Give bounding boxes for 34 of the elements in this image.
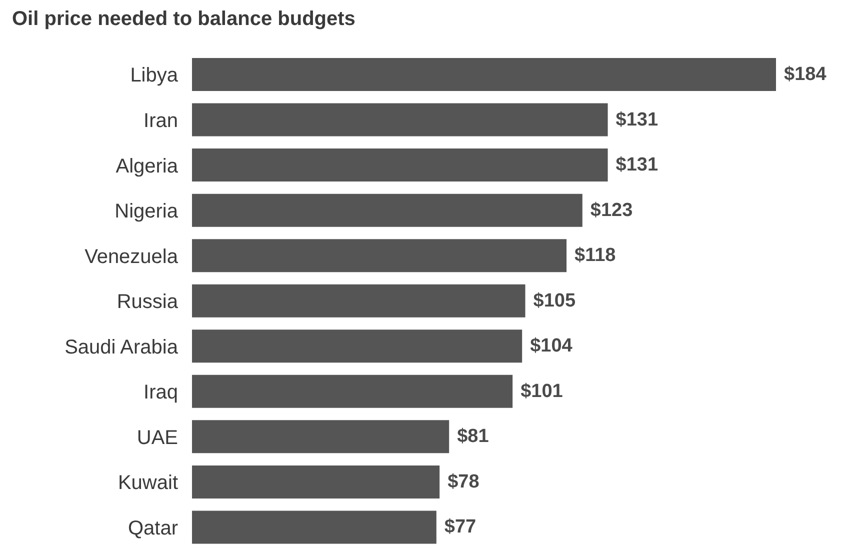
chart-title: Oil price needed to balance budgets <box>12 8 356 31</box>
bar <box>192 194 582 227</box>
y-tick-label: Iraq <box>144 382 178 404</box>
y-tick-label: Saudi Arabia <box>64 336 179 358</box>
y-tick-label: UAE <box>136 426 178 449</box>
bar <box>192 103 608 136</box>
y-tick-label: Qatar <box>128 517 178 540</box>
bar <box>192 465 440 498</box>
y-tick-label: Nigeria <box>114 200 179 223</box>
data-label: $123 <box>590 200 633 221</box>
data-label: $131 <box>616 109 658 130</box>
data-label: $101 <box>520 380 564 402</box>
y-tick-label: Venezuela <box>84 246 179 268</box>
data-label: $77 <box>444 516 476 538</box>
data-label: $104 <box>530 336 573 357</box>
data-label: $118 <box>574 245 616 266</box>
data-label: $81 <box>457 426 490 448</box>
data-label: $184 <box>784 64 827 85</box>
bar <box>192 58 776 91</box>
y-tick-label: Kuwait <box>118 472 178 494</box>
bar <box>192 420 450 454</box>
data-label: $78 <box>448 471 480 492</box>
y-tick-label: Libya <box>130 64 179 87</box>
y-tick-label: Russia <box>116 291 179 314</box>
bar <box>192 374 513 408</box>
bar <box>192 330 522 363</box>
bar <box>192 284 526 318</box>
y-tick-label: Algeria <box>116 155 179 178</box>
data-label: $105 <box>533 290 576 312</box>
bar <box>192 239 567 272</box>
bar <box>192 510 436 544</box>
data-label: $131 <box>616 154 658 176</box>
y-tick-label: Iran <box>144 110 178 132</box>
bar <box>192 148 608 182</box>
